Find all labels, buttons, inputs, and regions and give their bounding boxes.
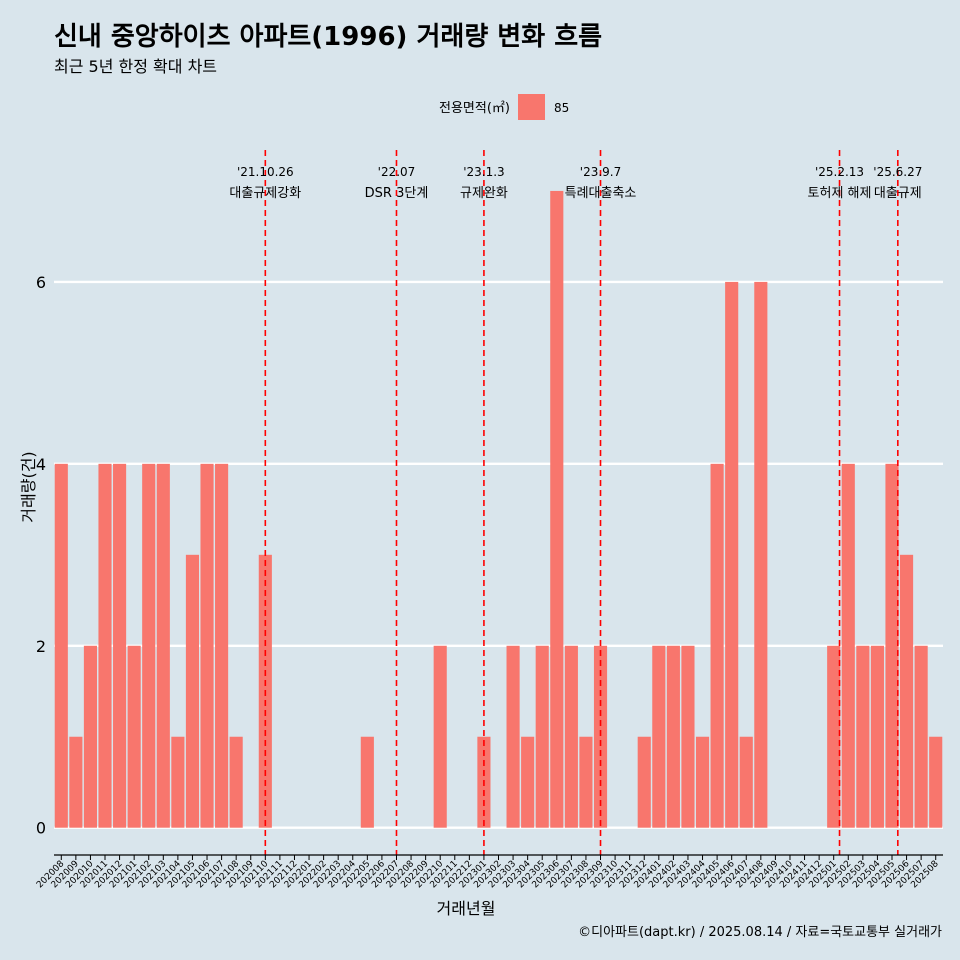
bar bbox=[841, 463, 855, 828]
bar bbox=[900, 554, 914, 828]
annotation-date: '23.1.3 bbox=[463, 165, 504, 179]
bar bbox=[69, 736, 83, 828]
axis-layer: 0246202008202009202010202011202012202101… bbox=[35, 273, 943, 890]
bar bbox=[54, 463, 68, 828]
bar bbox=[856, 645, 870, 828]
bar bbox=[710, 463, 724, 828]
bar bbox=[229, 736, 243, 828]
bar bbox=[113, 463, 127, 828]
bars-layer bbox=[54, 190, 943, 828]
bar bbox=[506, 645, 520, 828]
bar bbox=[200, 463, 214, 828]
bar bbox=[725, 281, 739, 828]
bar bbox=[215, 463, 229, 828]
bar bbox=[666, 645, 680, 828]
bar bbox=[579, 736, 593, 828]
bar bbox=[652, 645, 666, 828]
y-tick-label: 2 bbox=[36, 637, 46, 656]
bar bbox=[535, 645, 549, 828]
bar bbox=[695, 736, 710, 828]
bar bbox=[564, 645, 578, 828]
bar bbox=[98, 463, 112, 828]
bar bbox=[870, 645, 884, 828]
bar bbox=[827, 645, 841, 828]
legend-title: 전용면적(㎡) bbox=[439, 101, 510, 116]
annotation-date: '21.10.26 bbox=[237, 165, 294, 179]
annotation-label: 규제완화 bbox=[460, 186, 508, 201]
y-tick-label: 0 bbox=[36, 819, 46, 838]
bar bbox=[739, 736, 753, 828]
bar bbox=[929, 736, 943, 828]
bar bbox=[681, 645, 695, 828]
annotation-date: '25.2.13 bbox=[815, 165, 864, 179]
legend: 전용면적(㎡) 85 bbox=[439, 94, 569, 120]
annotation-date: '22.07 bbox=[378, 165, 416, 179]
bar bbox=[754, 281, 768, 828]
bar bbox=[360, 736, 374, 828]
chart-title: 신내 중앙하이츠 아파트(1996) 거래량 변화 흐름 bbox=[54, 22, 603, 52]
legend-label: 85 bbox=[554, 101, 569, 115]
bar bbox=[142, 463, 156, 828]
y-tick-label: 6 bbox=[36, 273, 46, 292]
x-axis-title: 거래년월 bbox=[437, 899, 496, 918]
chart-caption: ©디아파트(dapt.kr) / 2025.08.14 / 자료=국토교통부 실… bbox=[578, 925, 942, 940]
annotation-layer: '21.10.26 대출규제강화 '22.07 DSR 3단계 '23.1.3 규제완화 '… bbox=[229, 150, 922, 855]
bar bbox=[885, 463, 899, 828]
annotation-label: 토허제 해제 bbox=[808, 186, 872, 201]
bar bbox=[550, 190, 564, 828]
y-axis-title: 거래량(건) bbox=[19, 451, 38, 522]
bar bbox=[156, 463, 170, 828]
bar bbox=[433, 645, 447, 828]
bar bbox=[637, 736, 651, 828]
bar bbox=[914, 645, 928, 828]
chart-subtitle: 최근 5년 한정 확대 차트 bbox=[54, 57, 218, 76]
bar bbox=[185, 554, 200, 828]
bar bbox=[171, 736, 185, 828]
bar bbox=[593, 645, 608, 828]
bar bbox=[127, 645, 141, 828]
bar bbox=[83, 645, 97, 828]
annotation-label: 특례대출축소 bbox=[565, 186, 637, 201]
bar bbox=[521, 736, 535, 828]
annotation-label: 대출규제강화 bbox=[229, 186, 301, 201]
y-tick-label: 4 bbox=[36, 455, 46, 474]
legend-swatch bbox=[518, 94, 545, 120]
annotation-label: 대출규제 bbox=[874, 186, 922, 201]
annotation-label: DSR 3단계 bbox=[365, 186, 429, 201]
annotation-date: '25.6.27 bbox=[873, 165, 922, 179]
annotation-date: '23.9.7 bbox=[580, 165, 621, 179]
